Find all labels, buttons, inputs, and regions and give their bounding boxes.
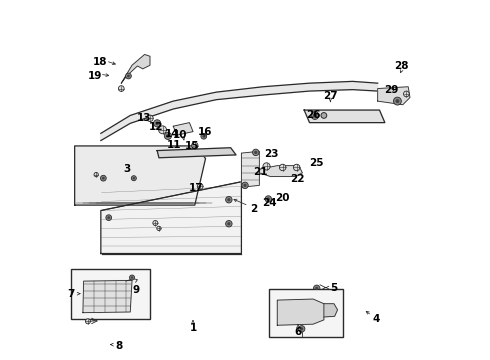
Circle shape <box>197 184 203 189</box>
Polygon shape <box>101 182 242 253</box>
Text: 12: 12 <box>149 122 164 132</box>
Circle shape <box>244 184 246 187</box>
Circle shape <box>131 276 133 279</box>
Circle shape <box>131 176 136 181</box>
Circle shape <box>155 122 159 125</box>
Circle shape <box>242 182 248 189</box>
Polygon shape <box>157 148 236 158</box>
Text: 1: 1 <box>189 323 196 333</box>
Text: 19: 19 <box>88 71 102 81</box>
Circle shape <box>107 216 110 219</box>
Circle shape <box>119 86 124 91</box>
Polygon shape <box>173 123 193 135</box>
Circle shape <box>315 287 318 290</box>
Text: 22: 22 <box>290 174 304 184</box>
Circle shape <box>147 115 153 122</box>
Circle shape <box>102 177 105 180</box>
Polygon shape <box>74 146 205 205</box>
Polygon shape <box>324 304 338 317</box>
Circle shape <box>133 177 135 180</box>
Circle shape <box>164 132 171 139</box>
Text: 13: 13 <box>137 113 151 123</box>
Text: 23: 23 <box>264 149 279 159</box>
Text: 14: 14 <box>165 129 179 139</box>
FancyBboxPatch shape <box>270 289 343 337</box>
Text: 16: 16 <box>197 127 212 136</box>
Polygon shape <box>277 299 324 325</box>
Text: 11: 11 <box>167 140 181 150</box>
Circle shape <box>263 163 270 170</box>
Circle shape <box>267 197 270 201</box>
Text: 4: 4 <box>372 314 380 324</box>
Polygon shape <box>304 110 385 123</box>
Circle shape <box>395 99 399 103</box>
Circle shape <box>153 221 158 226</box>
Circle shape <box>153 120 161 127</box>
Circle shape <box>94 172 98 177</box>
Text: 28: 28 <box>394 61 408 71</box>
Text: 18: 18 <box>93 57 107 67</box>
Circle shape <box>300 327 303 330</box>
Circle shape <box>321 113 327 118</box>
Circle shape <box>100 175 106 181</box>
FancyBboxPatch shape <box>72 269 150 319</box>
Circle shape <box>157 226 161 230</box>
Polygon shape <box>83 280 132 313</box>
Circle shape <box>159 126 167 134</box>
Polygon shape <box>101 81 378 140</box>
Text: 20: 20 <box>275 193 290 203</box>
Circle shape <box>403 91 409 97</box>
Circle shape <box>294 164 300 171</box>
Circle shape <box>311 112 319 120</box>
Text: 29: 29 <box>384 85 398 95</box>
Text: 2: 2 <box>250 204 258 214</box>
Circle shape <box>254 151 257 154</box>
Circle shape <box>201 134 207 139</box>
Text: 3: 3 <box>123 164 130 174</box>
Circle shape <box>298 325 305 332</box>
Text: 9: 9 <box>132 285 139 296</box>
Polygon shape <box>242 151 259 187</box>
Text: 17: 17 <box>189 183 204 193</box>
Circle shape <box>127 75 130 77</box>
Text: 6: 6 <box>294 327 302 337</box>
Circle shape <box>227 222 230 225</box>
Circle shape <box>314 285 320 292</box>
Text: 8: 8 <box>115 341 122 351</box>
Circle shape <box>129 275 135 280</box>
Circle shape <box>265 196 271 202</box>
Circle shape <box>106 215 112 221</box>
Text: 24: 24 <box>262 198 276 208</box>
Circle shape <box>192 142 198 149</box>
Polygon shape <box>378 87 410 105</box>
Text: 10: 10 <box>172 130 187 140</box>
Text: 15: 15 <box>185 141 199 151</box>
Circle shape <box>85 319 91 324</box>
Circle shape <box>227 198 230 201</box>
Text: 25: 25 <box>310 158 324 168</box>
Circle shape <box>225 197 232 203</box>
Circle shape <box>225 221 232 227</box>
Polygon shape <box>122 54 150 83</box>
Circle shape <box>279 164 286 171</box>
Text: 27: 27 <box>323 91 338 102</box>
Circle shape <box>252 149 259 156</box>
Text: 26: 26 <box>306 110 320 120</box>
Circle shape <box>166 134 170 138</box>
Circle shape <box>393 97 401 105</box>
Circle shape <box>202 135 205 138</box>
Polygon shape <box>259 166 302 176</box>
Text: 5: 5 <box>330 283 338 293</box>
Text: 21: 21 <box>253 167 268 177</box>
Text: 7: 7 <box>68 289 75 299</box>
Circle shape <box>125 73 131 79</box>
Circle shape <box>313 113 317 117</box>
